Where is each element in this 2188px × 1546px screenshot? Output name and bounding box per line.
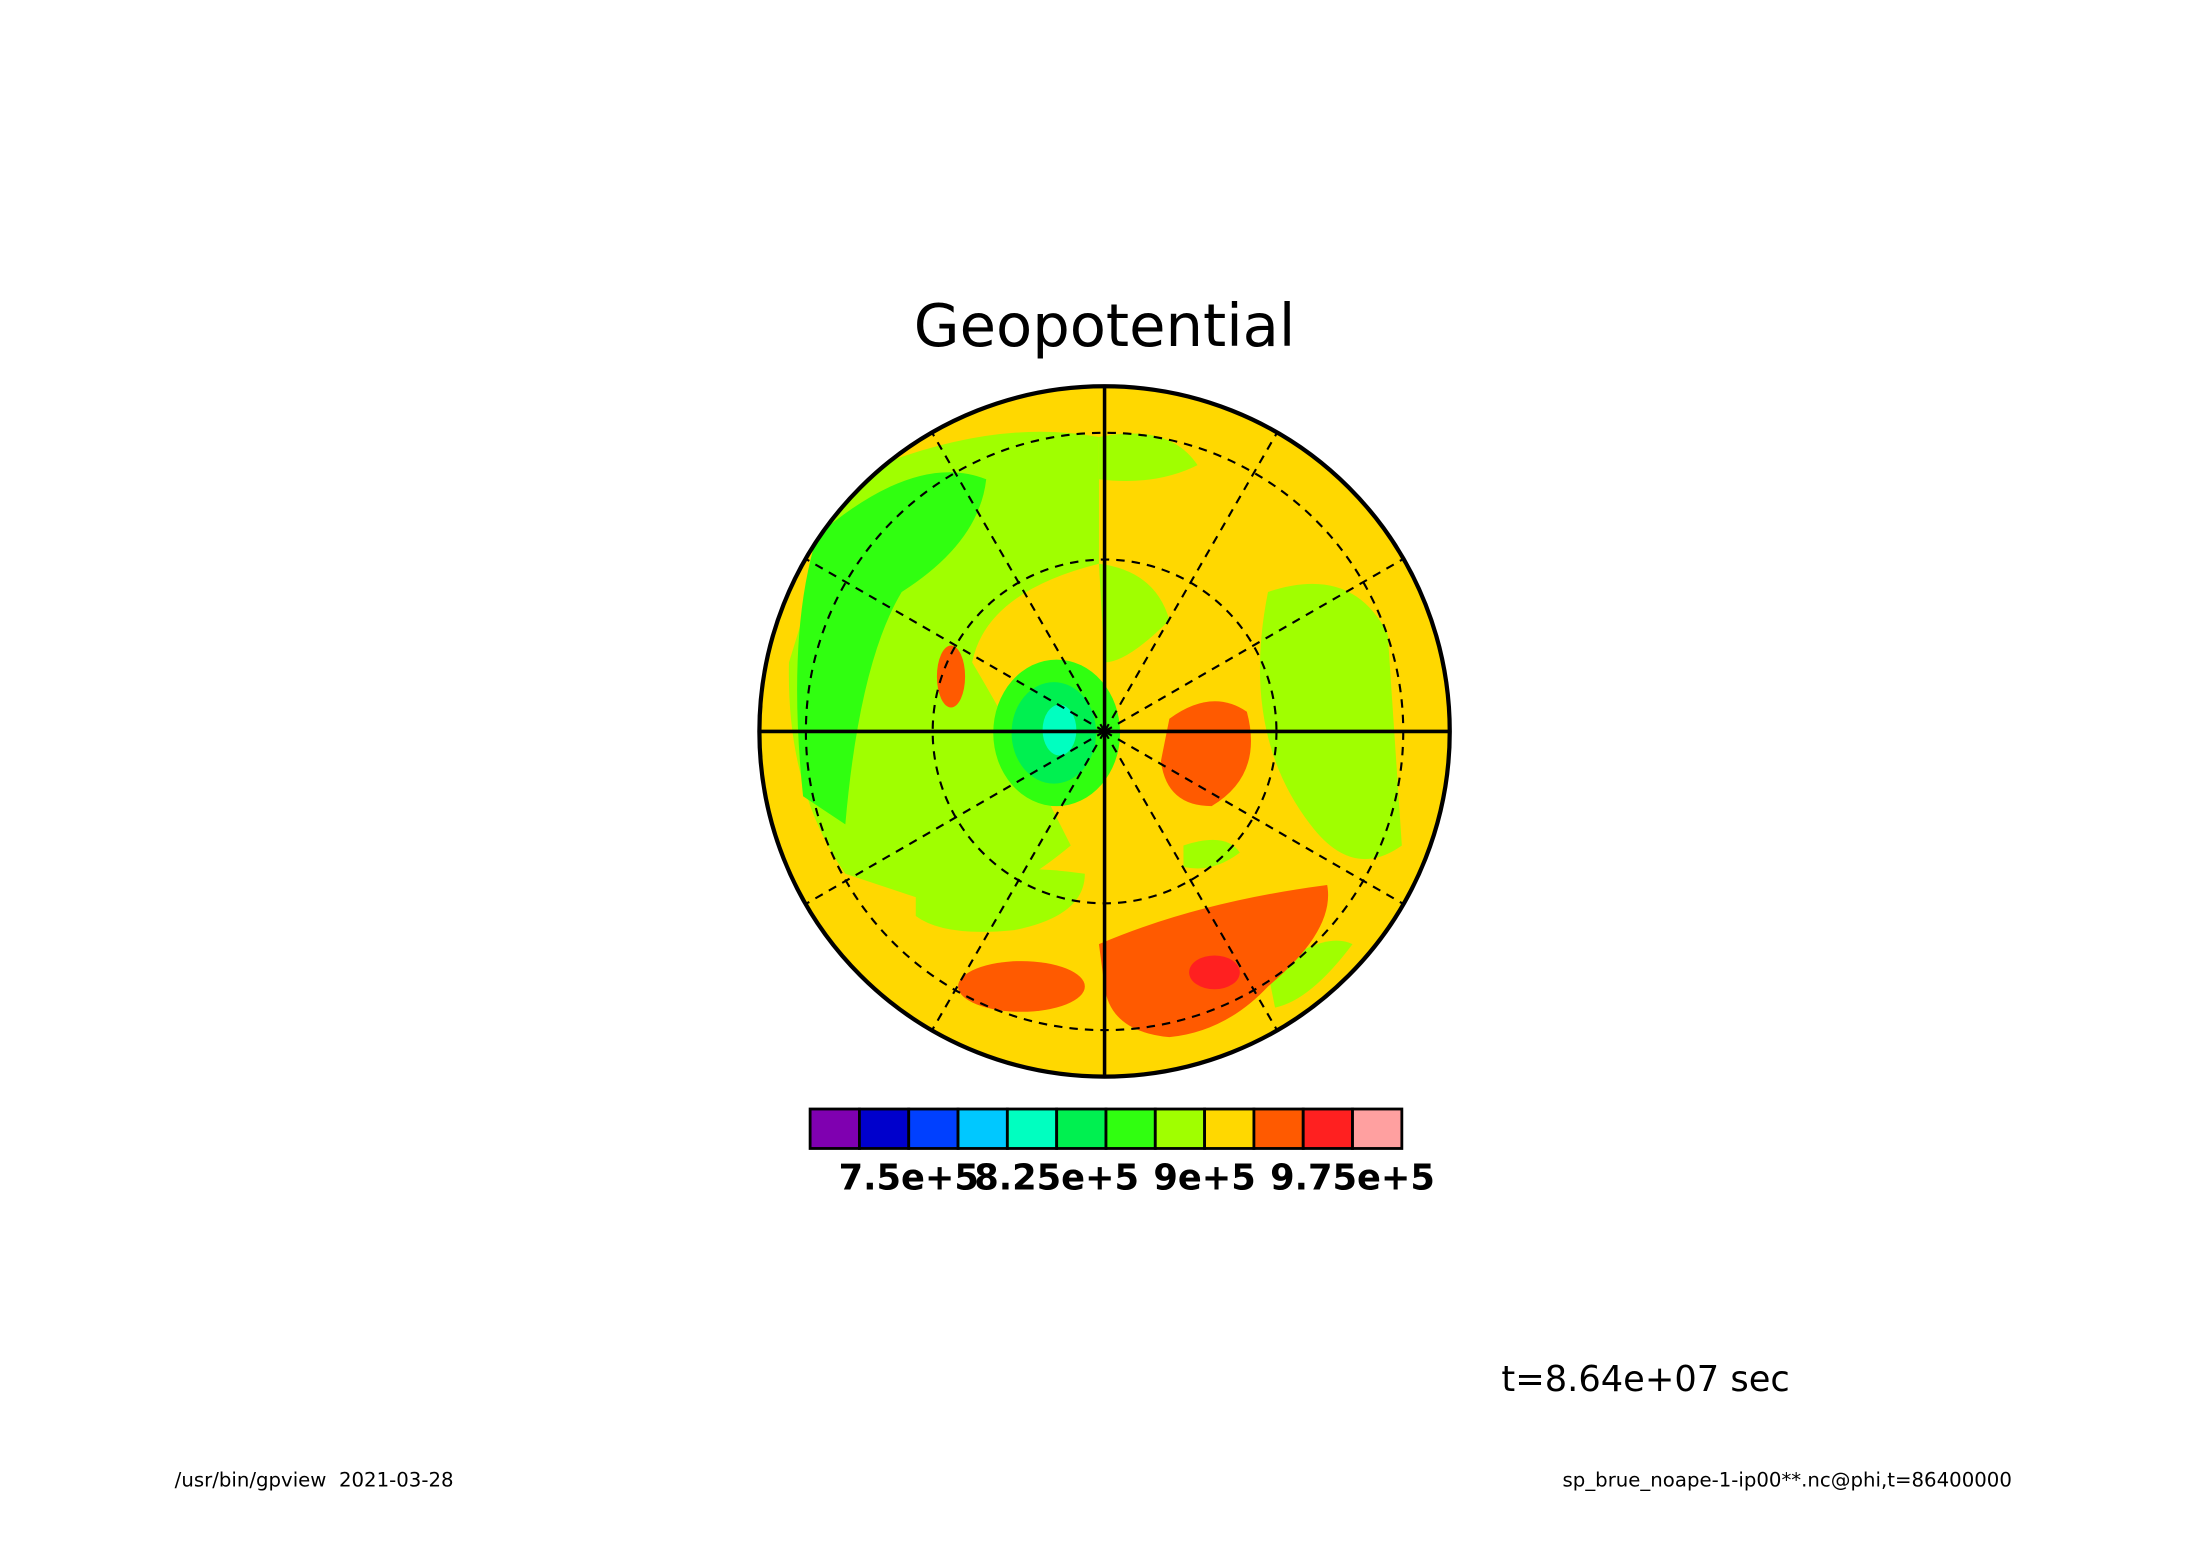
colorbar-tick-label: 9.75e+5 — [1270, 1157, 1435, 1198]
meridian — [1104, 557, 1405, 733]
colorbar-box — [1153, 1107, 1207, 1150]
contour-region — [1160, 701, 1252, 807]
map-boundary — [757, 384, 1452, 1079]
colorbar-tick-label: 8.25e+5 — [974, 1157, 1139, 1198]
colorbar: 7.5e+58.25e+5 9e+5 9.75e+5 — [808, 1107, 1435, 1198]
contour-region — [1098, 433, 1198, 482]
colorbar-box — [907, 1107, 960, 1150]
meridian — [805, 730, 1106, 905]
meridian — [931, 730, 1106, 1031]
contour-region — [1267, 940, 1353, 1008]
contour-region — [958, 961, 1085, 1012]
contour-region — [1259, 583, 1402, 860]
colorbar-box — [808, 1107, 861, 1150]
colorbar-box — [1351, 1107, 1404, 1150]
colorbar-box — [1104, 1107, 1157, 1150]
colorbar-box — [1055, 1107, 1108, 1150]
colorbar-box — [858, 1107, 911, 1150]
contour-region — [1098, 563, 1170, 663]
colorbar-tick-label: 9e+5 — [1153, 1157, 1255, 1198]
meridian — [1103, 730, 1279, 1031]
time-label: t=8.64e+07 sec — [1501, 1359, 1789, 1400]
colorbar-tick-label: 7.5e+5 — [839, 1157, 979, 1198]
contour-region — [936, 645, 966, 708]
meridian — [931, 431, 1106, 732]
map-grid — [757, 384, 1452, 1079]
meridian — [1103, 431, 1279, 732]
meridian — [1104, 730, 1405, 905]
colorbar-box — [956, 1107, 1009, 1150]
contour-region — [1183, 839, 1240, 869]
colorbar-box — [1005, 1107, 1059, 1150]
colorbar-box — [1252, 1107, 1305, 1150]
contour-region — [1189, 955, 1240, 990]
contour-region — [797, 472, 987, 825]
colorbar-box — [1301, 1107, 1354, 1150]
footer-left: /usr/bin/gpview 2021-03-28 — [175, 1468, 454, 1491]
meridian — [805, 557, 1106, 733]
contour-region — [915, 869, 1085, 932]
footer-right: sp_brue_noape-1-ip00**.nc@phi,t=86400000 — [1563, 1468, 2012, 1491]
chart-title: Geopotential — [914, 291, 1296, 360]
colorbar-box — [1203, 1107, 1256, 1150]
